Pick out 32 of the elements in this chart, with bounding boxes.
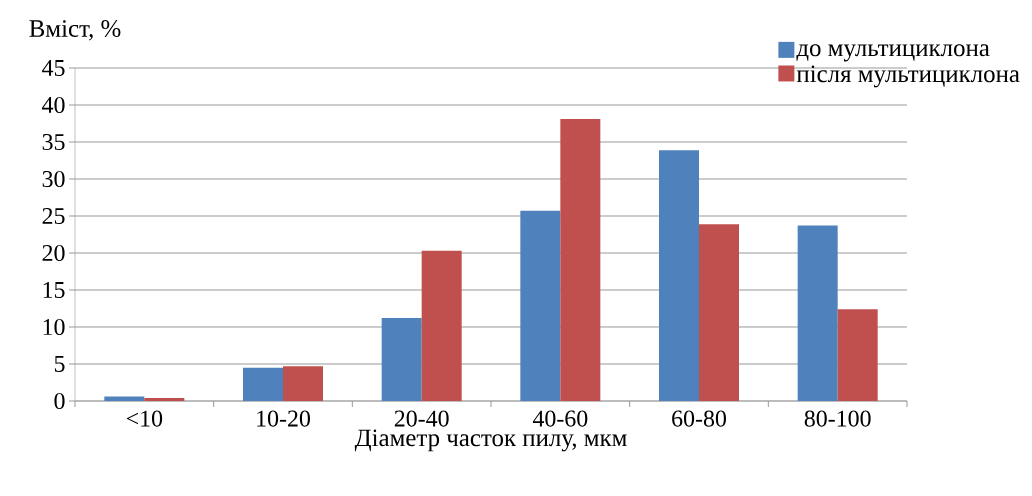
y-tick-label: 20 — [42, 244, 65, 262]
x-tick-label: 60-80 — [672, 410, 726, 427]
bar — [144, 398, 185, 401]
bar — [560, 119, 601, 401]
bar — [104, 396, 145, 401]
x-tick-label: 20-40 — [394, 410, 449, 427]
bar — [837, 309, 878, 401]
y-tick-label: 25 — [42, 207, 65, 225]
bar — [797, 225, 838, 401]
y-tick-label: 0 — [54, 392, 65, 410]
y-tick-label: 5 — [54, 356, 65, 372]
x-axis-title: Діаметр часток пилу, мкм — [354, 429, 627, 452]
y-tick-label: 45 — [42, 60, 65, 76]
x-tick-label: <10 — [126, 410, 163, 427]
bar — [283, 366, 323, 401]
x-tick-label: 80-100 — [804, 410, 871, 427]
y-tick-label: 40 — [42, 96, 65, 114]
bar — [659, 150, 699, 401]
legend-label: після мультициклона — [796, 65, 1020, 88]
x-tick-label: 10-20 — [257, 410, 310, 427]
bar — [421, 250, 462, 401]
y-tick-label: 15 — [43, 281, 65, 299]
bar — [699, 224, 740, 401]
y-tick-label: 35 — [42, 133, 65, 151]
bar — [520, 210, 561, 401]
bar — [243, 367, 283, 401]
legend-label: до мультициклона — [796, 44, 990, 62]
y-tick-label: 30 — [42, 170, 65, 188]
y-axis-title: Вміст, % — [29, 20, 121, 41]
x-tick-label: 40-60 — [532, 410, 588, 427]
bar — [381, 318, 422, 401]
y-tick-label: 10 — [43, 318, 65, 336]
